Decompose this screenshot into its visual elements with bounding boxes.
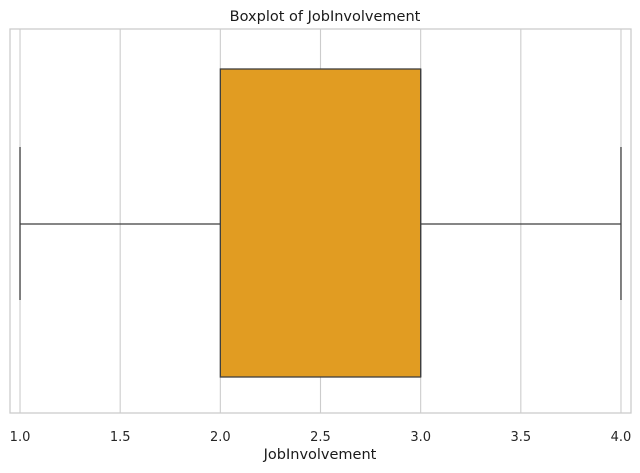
x-tick-label: 3.0 (410, 430, 431, 445)
chart-title: Boxplot of JobInvolvement (230, 9, 421, 25)
x-tick-label: 2.0 (210, 430, 231, 445)
x-tick-labels: 1.0 1.5 2.0 2.5 3.0 3.5 4.0 (10, 430, 632, 445)
x-tick-label: 3.5 (510, 430, 531, 445)
box-group (19, 68, 622, 378)
x-tick-label: 4.0 (611, 430, 632, 445)
x-tick-label: 2.5 (310, 430, 331, 445)
x-axis-label: JobInvolvement (263, 447, 377, 463)
x-tick-label: 1.0 (10, 430, 31, 445)
iqr-box (219, 68, 422, 378)
x-tick-label: 1.5 (110, 430, 131, 445)
